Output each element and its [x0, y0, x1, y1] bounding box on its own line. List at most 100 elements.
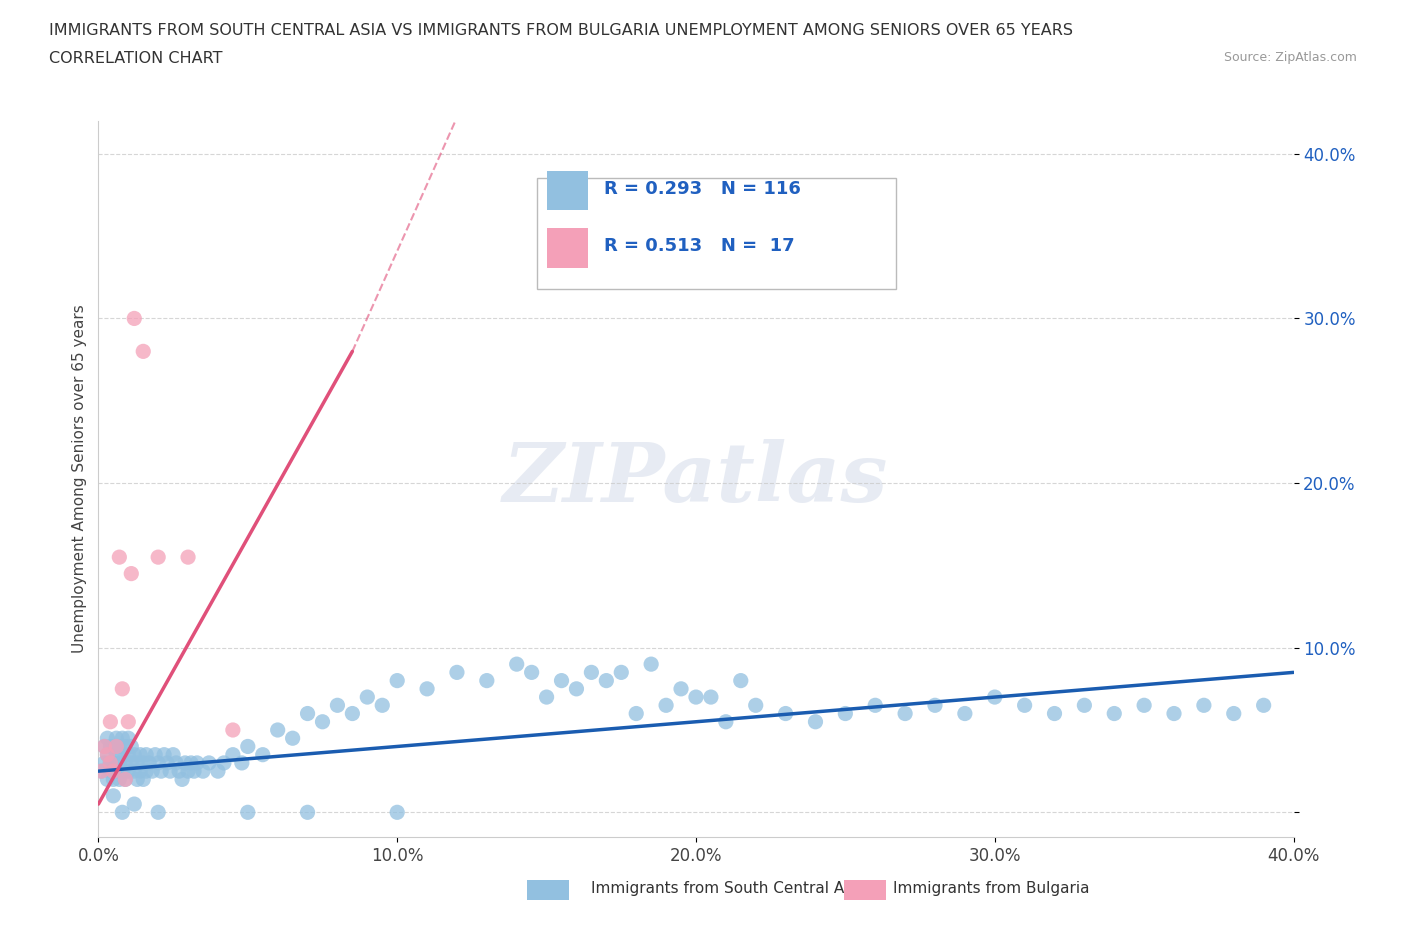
Point: [894, 706, 917, 721]
Point: [127, 755, 149, 770]
Point: [148, 755, 170, 770]
Point: [236, 804, 259, 819]
Point: [98, 739, 122, 754]
Point: [159, 764, 181, 778]
Text: Immigrants from Bulgaria: Immigrants from Bulgaria: [893, 881, 1090, 896]
Point: [124, 311, 146, 325]
Point: [281, 731, 304, 746]
Point: [924, 698, 946, 712]
Point: [93, 739, 115, 754]
Point: [105, 764, 128, 778]
Point: [626, 706, 648, 721]
Point: [610, 665, 633, 680]
Point: [120, 755, 142, 770]
Point: [700, 690, 723, 705]
Text: ZIPatlas: ZIPatlas: [503, 439, 889, 519]
Point: [90, 764, 112, 778]
Point: [93, 755, 115, 770]
Point: [105, 747, 128, 762]
FancyBboxPatch shape: [537, 179, 896, 289]
Point: [174, 755, 197, 770]
Point: [371, 698, 394, 712]
Point: [129, 747, 152, 762]
Point: [550, 673, 572, 688]
Point: [953, 706, 976, 721]
Point: [111, 747, 134, 762]
Point: [103, 739, 125, 754]
Point: [236, 739, 259, 754]
Point: [475, 673, 498, 688]
Point: [385, 673, 409, 688]
Text: R = 0.293   N = 116: R = 0.293 N = 116: [605, 179, 801, 198]
Point: [183, 764, 205, 778]
Point: [114, 755, 136, 770]
Point: [90, 764, 112, 778]
Point: [311, 714, 333, 729]
Point: [108, 755, 131, 770]
Point: [103, 764, 125, 778]
Point: [150, 764, 173, 778]
Text: CORRELATION CHART: CORRELATION CHART: [49, 51, 222, 66]
Point: [685, 690, 707, 705]
Point: [165, 755, 187, 770]
Point: [1163, 706, 1185, 721]
Point: [132, 755, 155, 770]
Point: [148, 550, 170, 565]
Point: [714, 714, 737, 729]
Text: IMMIGRANTS FROM SOUTH CENTRAL ASIA VS IMMIGRANTS FROM BULGARIA UNEMPLOYMENT AMON: IMMIGRANTS FROM SOUTH CENTRAL ASIA VS IM…: [49, 23, 1073, 38]
Point: [506, 657, 529, 671]
Point: [124, 797, 146, 812]
Point: [138, 755, 160, 770]
Point: [581, 665, 603, 680]
Point: [834, 706, 856, 721]
Point: [212, 755, 235, 770]
Point: [326, 698, 349, 712]
Point: [117, 764, 139, 778]
Point: [96, 747, 118, 762]
Point: [1223, 706, 1246, 721]
Text: R = 0.513   N =  17: R = 0.513 N = 17: [605, 237, 794, 255]
Point: [180, 755, 202, 770]
Point: [105, 731, 128, 746]
Point: [156, 755, 179, 770]
Point: [297, 706, 319, 721]
Point: [669, 682, 692, 697]
Point: [536, 690, 558, 705]
Point: [252, 747, 274, 762]
Bar: [547, 228, 589, 268]
Point: [120, 739, 142, 754]
Point: [775, 706, 797, 721]
Point: [153, 747, 176, 762]
Point: [342, 706, 364, 721]
Point: [111, 682, 134, 697]
Y-axis label: Unemployment Among Seniors over 65 years: Unemployment Among Seniors over 65 years: [72, 305, 87, 653]
Point: [1104, 706, 1126, 721]
Point: [132, 344, 155, 359]
Point: [162, 747, 184, 762]
Point: [98, 755, 122, 770]
Point: [222, 747, 245, 762]
Point: [103, 772, 125, 787]
Point: [143, 747, 166, 762]
Point: [98, 764, 122, 778]
Point: [103, 789, 125, 804]
Point: [177, 764, 200, 778]
Point: [98, 755, 122, 770]
Point: [148, 804, 170, 819]
Point: [105, 739, 128, 754]
Point: [117, 731, 139, 746]
Point: [117, 747, 139, 762]
Point: [1133, 698, 1156, 712]
Point: [804, 714, 827, 729]
Point: [730, 673, 752, 688]
Point: [416, 682, 439, 697]
Point: [132, 772, 155, 787]
Point: [198, 755, 221, 770]
Point: [231, 755, 253, 770]
Point: [207, 764, 229, 778]
Point: [141, 764, 163, 778]
Point: [96, 772, 118, 787]
Bar: [547, 171, 589, 210]
Point: [135, 764, 157, 778]
Point: [1192, 698, 1215, 712]
